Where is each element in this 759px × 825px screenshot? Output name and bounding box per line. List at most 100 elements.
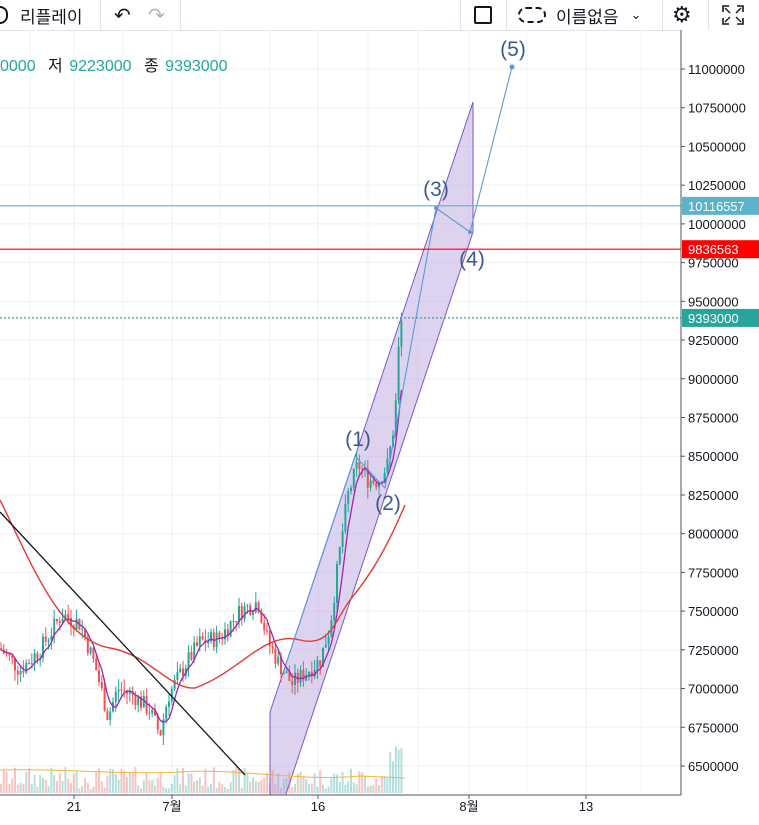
gear-icon[interactable]: ⚙ — [672, 2, 692, 27]
redo-icon[interactable]: ↷ — [148, 4, 165, 27]
volume-bar — [176, 768, 179, 793]
volume-bar — [310, 783, 313, 793]
replay-button[interactable]: 리플레이 — [0, 0, 83, 30]
price-tick-label: 10500000 — [688, 139, 746, 154]
candle-body — [170, 688, 173, 702]
candle-body — [238, 605, 240, 623]
volume-bar — [238, 768, 240, 793]
candle-body — [322, 647, 324, 667]
volume-bar — [319, 769, 322, 793]
candle-body — [338, 546, 341, 565]
candle-body — [364, 468, 366, 470]
volume-bar — [173, 775, 176, 793]
volume-bar — [30, 783, 33, 793]
wave-label: (4) — [459, 248, 485, 271]
candle-body — [117, 689, 120, 692]
volume-bar — [305, 779, 308, 793]
candle-body — [179, 668, 182, 672]
candle-body — [8, 653, 11, 656]
price-tag — [682, 196, 759, 215]
candle-body — [33, 653, 36, 663]
candle-body — [299, 669, 302, 683]
candle-body — [64, 614, 67, 619]
candle-body — [16, 670, 19, 675]
volume-bar — [243, 768, 246, 793]
volume-bar — [123, 770, 126, 793]
replay-label: 리플레이 — [20, 7, 83, 27]
candle-body — [165, 706, 168, 720]
volume-bar — [338, 781, 341, 793]
price-lines — [0, 205, 681, 319]
ohlc-legend: 0000 저 9223000 종 9393000 — [0, 52, 227, 75]
volume-bar — [19, 782, 22, 793]
price-axis[interactable]: 11000000 10750000 10500000 10250000 10000000… — [680, 30, 759, 795]
volume-bar — [336, 774, 338, 793]
layout-name-dropdown[interactable]: 이름없음 ⌄ — [518, 0, 641, 30]
candle-body — [109, 711, 112, 720]
volume-bar — [165, 788, 168, 793]
candle-body — [389, 446, 392, 459]
volume-bar — [190, 773, 193, 793]
volume-bar — [266, 772, 268, 793]
price-tick-label: 8500000 — [688, 449, 739, 464]
candle-body — [137, 696, 140, 706]
volume-bar — [324, 788, 327, 793]
candle-body — [100, 681, 103, 689]
price-tick-label: 10000000 — [688, 217, 746, 232]
layout-toggle-button[interactable] — [474, 0, 492, 30]
volume-bar — [330, 778, 333, 793]
volume-bar — [25, 771, 28, 793]
candle-body — [319, 660, 322, 667]
candle-body — [308, 671, 310, 675]
time-axis[interactable]: 21 7월 16 8월 13 — [0, 794, 681, 825]
price-tick-label: 8000000 — [688, 527, 739, 542]
volume-bar — [285, 778, 288, 793]
candle-body — [344, 503, 347, 532]
volume-bar — [89, 788, 92, 793]
volume-bar — [361, 772, 364, 793]
candle-body — [28, 662, 30, 664]
candle-body — [50, 635, 53, 641]
volume-bar — [184, 785, 187, 793]
candle-body — [168, 701, 170, 707]
top-toolbar: 리플레이 ↶ ↷ 이름없음 ⌄ ⚙ — [0, 0, 759, 31]
volume-bar — [53, 774, 56, 793]
time-tick-label: 21 — [67, 799, 81, 814]
candle-body — [386, 458, 389, 473]
volume-bar — [126, 776, 128, 793]
volume-bar — [277, 772, 280, 793]
volume-bar — [378, 785, 380, 793]
volume-bar — [140, 788, 142, 793]
volume-bar — [333, 773, 336, 793]
price-tick-label: 9500000 — [688, 294, 739, 309]
candle-body — [190, 651, 193, 660]
candle-body — [36, 653, 39, 660]
price-chart[interactable]: 11000000 10750000 10500000 10250000 10000000… — [0, 30, 759, 825]
candle-body — [98, 670, 100, 682]
volume-bar — [322, 784, 324, 793]
wave-label: (3) — [423, 178, 449, 201]
candle-body — [224, 629, 226, 640]
volume-bar — [344, 785, 347, 793]
volume-bar — [198, 777, 201, 793]
volume-bar — [28, 768, 30, 793]
candle-body — [44, 636, 47, 642]
volume-bar — [58, 772, 61, 793]
volume-bar — [397, 749, 400, 793]
candle-body — [58, 621, 61, 624]
chevron-down-icon: ⌄ — [630, 7, 642, 22]
channel-drawing — [269, 101, 474, 825]
volume-bar — [226, 788, 229, 793]
price-tick-label: 8750000 — [688, 411, 739, 426]
volume-bar — [316, 786, 319, 793]
ma-short-line — [0, 389, 403, 723]
candle-body — [313, 669, 316, 677]
fullscreen-icon[interactable] — [722, 0, 744, 30]
undo-icon[interactable]: ↶ — [114, 4, 131, 27]
volume-bar — [2, 769, 5, 793]
candle-body — [207, 641, 210, 644]
candle-body — [397, 346, 400, 401]
wave-point — [468, 230, 472, 234]
volume-bar — [254, 781, 257, 793]
candle-body — [291, 680, 294, 686]
